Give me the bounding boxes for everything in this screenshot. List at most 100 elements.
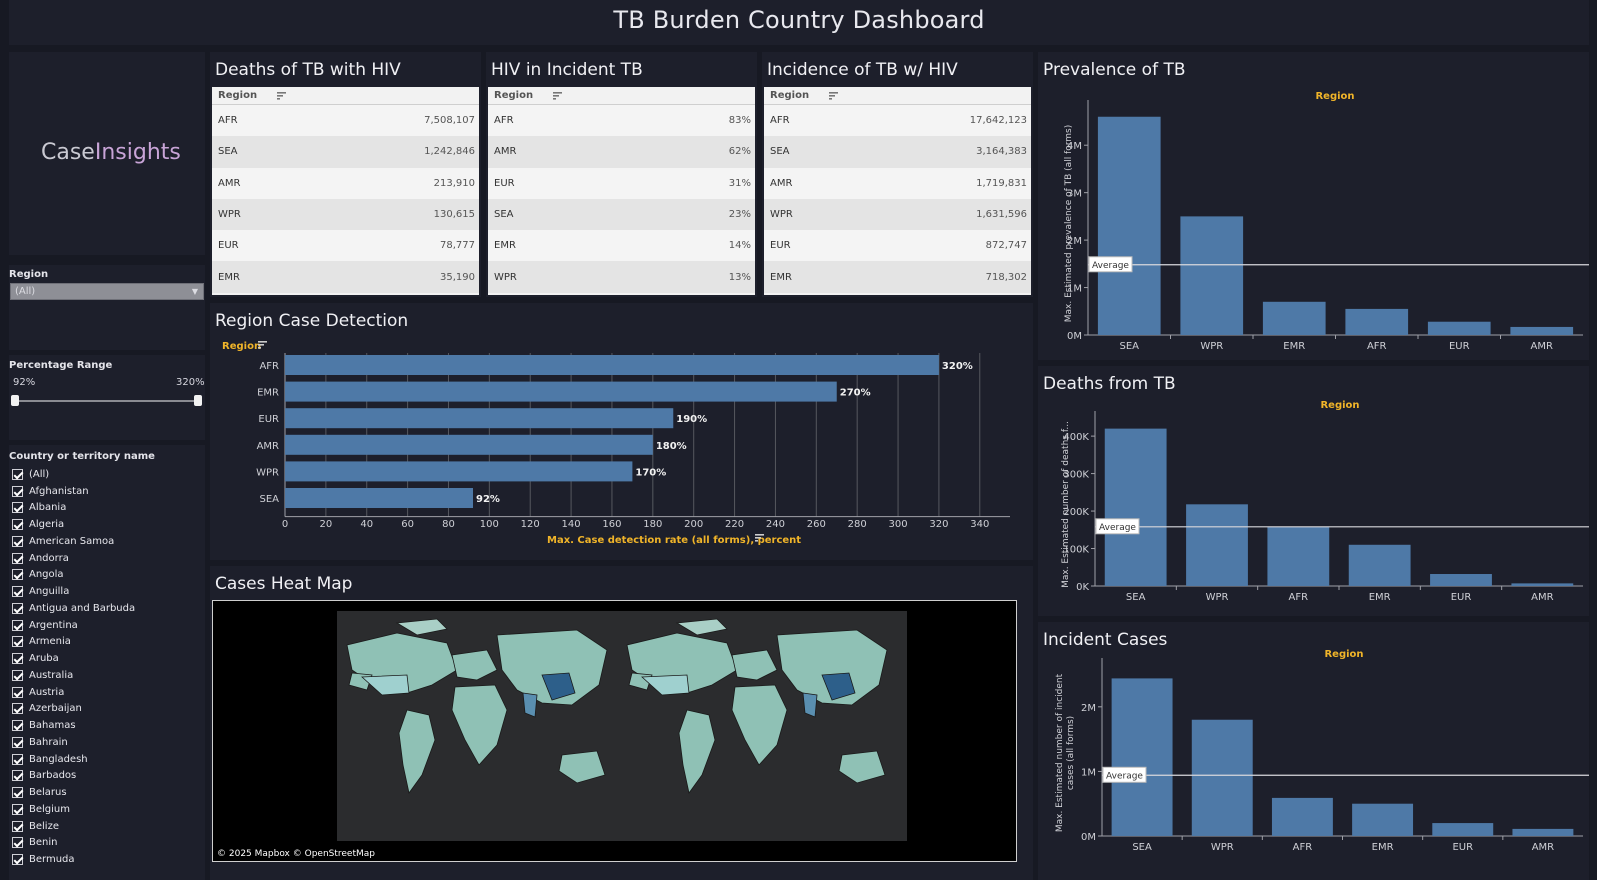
country-region-shape[interactable] xyxy=(678,709,716,794)
bar[interactable] xyxy=(1432,823,1494,836)
country-option[interactable]: Argentina xyxy=(12,617,202,634)
country-region-shape[interactable] xyxy=(838,750,886,784)
sort-icon[interactable] xyxy=(755,534,764,542)
bar[interactable] xyxy=(1512,828,1574,836)
range-slider-max-handle[interactable] xyxy=(194,395,202,406)
table-row[interactable]: EUR 31% xyxy=(488,167,755,199)
checkbox-checked-icon[interactable] xyxy=(12,736,23,748)
bar[interactable] xyxy=(285,355,939,375)
table-row[interactable]: AMR 213,910 xyxy=(212,167,479,199)
country-option[interactable]: Benin xyxy=(12,835,202,852)
checkbox-checked-icon[interactable] xyxy=(12,552,23,564)
checkbox-checked-icon[interactable] xyxy=(12,803,23,815)
checkbox-checked-icon[interactable] xyxy=(12,502,23,514)
bar[interactable] xyxy=(285,461,633,482)
bar[interactable] xyxy=(285,381,837,402)
table-row[interactable]: WPR 130,615 xyxy=(212,198,479,231)
country-option[interactable]: Algeria xyxy=(12,516,202,533)
country-option[interactable]: (All) xyxy=(12,466,202,483)
bar[interactable] xyxy=(1097,116,1161,335)
bar[interactable] xyxy=(1271,797,1333,836)
country-option[interactable]: Andorra xyxy=(12,550,202,567)
country-option[interactable]: Austria xyxy=(12,684,202,701)
checkbox-checked-icon[interactable] xyxy=(12,854,23,866)
bar[interactable] xyxy=(1348,544,1411,586)
country-option[interactable]: Belgium xyxy=(12,801,202,818)
checkbox-checked-icon[interactable] xyxy=(12,653,23,665)
country-region-shape[interactable] xyxy=(522,692,538,718)
table-row[interactable]: WPR 1,631,596 xyxy=(764,198,1031,231)
country-option[interactable]: Aruba xyxy=(12,650,202,667)
country-region-shape[interactable] xyxy=(361,674,410,696)
country-region-shape[interactable] xyxy=(541,672,576,701)
range-slider-min-handle[interactable] xyxy=(11,395,19,406)
checkbox-checked-icon[interactable] xyxy=(12,837,23,849)
country-region-shape[interactable] xyxy=(395,618,448,636)
sort-icon[interactable] xyxy=(258,341,267,349)
table-row[interactable]: EUR 78,777 xyxy=(212,230,479,262)
country-option[interactable]: Anguilla xyxy=(12,583,202,600)
table-row[interactable]: AFR 7,508,107 xyxy=(212,105,479,137)
bar[interactable] xyxy=(1267,526,1330,586)
bar[interactable] xyxy=(1262,301,1326,335)
checkbox-checked-icon[interactable] xyxy=(12,586,23,598)
table-row[interactable]: AFR 17,642,123 xyxy=(764,105,1031,137)
table-header[interactable]: Region xyxy=(488,87,755,105)
checkbox-checked-icon[interactable] xyxy=(12,569,23,581)
checkbox-checked-icon[interactable] xyxy=(12,787,23,799)
table-row[interactable]: EMR 14% xyxy=(488,230,755,262)
country-region-shape[interactable] xyxy=(558,750,606,784)
table-row[interactable]: SEA 3,164,383 xyxy=(764,136,1031,168)
bar[interactable] xyxy=(1510,326,1574,335)
checkbox-checked-icon[interactable] xyxy=(12,703,23,715)
checkbox-checked-icon[interactable] xyxy=(12,636,23,648)
country-region-shape[interactable] xyxy=(451,684,508,766)
checkbox-checked-icon[interactable] xyxy=(12,770,23,782)
bar[interactable] xyxy=(1104,428,1167,586)
range-slider-track[interactable] xyxy=(15,400,199,402)
checkbox-checked-icon[interactable] xyxy=(12,602,23,614)
bar[interactable] xyxy=(1511,583,1574,586)
country-option[interactable]: Bangladesh xyxy=(12,751,202,768)
bar[interactable] xyxy=(1345,308,1409,335)
country-option[interactable]: Australia xyxy=(12,667,202,684)
checkbox-checked-icon[interactable] xyxy=(12,519,23,531)
country-region-shape[interactable] xyxy=(821,672,856,701)
bar[interactable] xyxy=(1186,504,1248,586)
checkbox-checked-icon[interactable] xyxy=(12,820,23,832)
country-option[interactable]: American Samoa xyxy=(12,533,202,550)
country-option[interactable]: Belize xyxy=(12,818,202,835)
bar[interactable] xyxy=(285,488,473,508)
sort-icon[interactable] xyxy=(277,91,286,100)
bar[interactable] xyxy=(1352,803,1414,836)
country-option[interactable]: Antigua and Barbuda xyxy=(12,600,202,617)
table-row[interactable]: AFR 83% xyxy=(488,105,755,137)
checkbox-checked-icon[interactable] xyxy=(12,535,23,547)
world-map[interactable]: © 2025 Mapbox © OpenStreetMap xyxy=(212,600,1017,862)
checkbox-checked-icon[interactable] xyxy=(12,720,23,732)
country-option[interactable]: Afghanistan xyxy=(12,483,202,500)
checkbox-checked-icon[interactable] xyxy=(12,485,23,497)
country-region-shape[interactable] xyxy=(451,649,498,681)
table-row[interactable]: EMR 718,302 xyxy=(764,261,1031,293)
table-header[interactable]: Region xyxy=(212,87,479,105)
checkbox-checked-icon[interactable] xyxy=(12,686,23,698)
sort-icon[interactable] xyxy=(553,91,562,100)
bar[interactable] xyxy=(285,434,653,455)
sort-icon[interactable] xyxy=(829,91,838,100)
country-option[interactable]: Bermuda xyxy=(12,851,202,868)
table-row[interactable]: WPR 13% xyxy=(488,261,755,293)
table-row[interactable]: EUR 872,747 xyxy=(764,230,1031,262)
country-option[interactable]: Angola xyxy=(12,567,202,584)
country-option[interactable]: Armenia xyxy=(12,634,202,651)
bar[interactable] xyxy=(1191,719,1253,836)
country-region-shape[interactable] xyxy=(731,649,778,681)
bar[interactable] xyxy=(1180,216,1244,335)
table-row[interactable]: EMR 35,190 xyxy=(212,261,479,293)
country-option[interactable]: Barbados xyxy=(12,768,202,785)
country-option[interactable]: Albania xyxy=(12,500,202,517)
checkbox-checked-icon[interactable] xyxy=(12,468,23,480)
country-region-shape[interactable] xyxy=(675,618,728,636)
region-dropdown[interactable]: (All) ▼ xyxy=(10,283,204,300)
bar[interactable] xyxy=(1427,321,1491,335)
